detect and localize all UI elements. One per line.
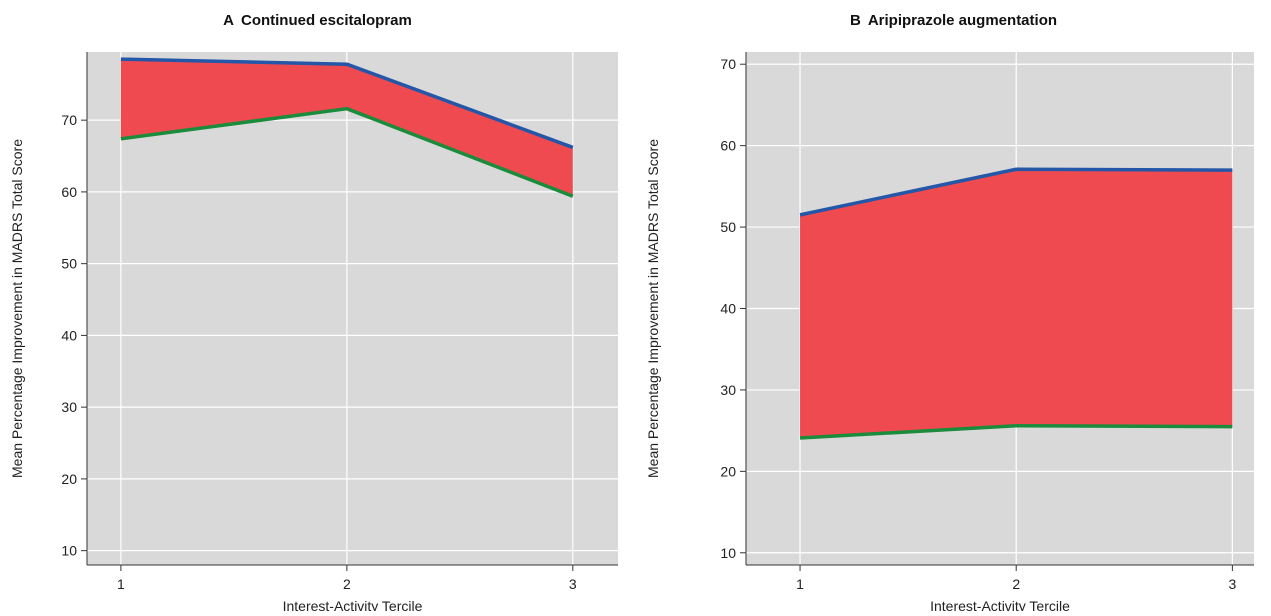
- band-fill: [120, 59, 573, 197]
- chart-area-a: 10 20 30 40 50 60 70 1 2 3 Interest-Activity Terci…: [9, 52, 618, 614]
- x-tick-label: 1: [117, 576, 125, 592]
- panel-a: A Continued escitalopram 10 20 30 40 50 60 70 1 2…: [0, 0, 635, 614]
- chart-area-b: 10 20 30 40 50 60 70 1 2 3 Interest-Activity Terci…: [645, 52, 1254, 614]
- series-line-upper: [799, 167, 1233, 217]
- band-fill: [800, 169, 1233, 438]
- y-tick-label: 10: [720, 545, 736, 561]
- y-tick-label: 30: [720, 382, 736, 398]
- panel-letter: A: [223, 12, 234, 29]
- y-tick-label: 20: [720, 463, 736, 479]
- y-tick-label: 40: [61, 327, 77, 343]
- x-tick-label: 3: [1228, 576, 1236, 592]
- series-line-lower: [799, 424, 1233, 440]
- y-tick-label: 70: [61, 112, 77, 128]
- panel-title: B Aripiprazole augmentation: [636, 12, 1271, 29]
- x-tick-label: 1: [796, 576, 804, 592]
- panel-letter: B: [849, 12, 861, 29]
- panel-title: A Continued escitalopram: [0, 12, 635, 29]
- y-tick-label: 50: [720, 219, 736, 235]
- y-tick-label: 40: [720, 301, 736, 317]
- y-tick-label: 30: [61, 399, 77, 415]
- chart-title: Aripiprazole augmentation: [867, 12, 1058, 29]
- x-axis-label: Interest-Activity Tercile: [930, 598, 1070, 611]
- y-tick-label: 70: [720, 56, 736, 72]
- y-tick-label: 10: [61, 543, 77, 559]
- y-tick-label: 20: [61, 471, 77, 487]
- y-axis-label: Mean Percentage Improvement in MADRS Tot…: [645, 139, 661, 478]
- y-tick-label: 60: [61, 184, 77, 200]
- series-line-lower: [120, 106, 574, 198]
- x-tick-label: 2: [343, 576, 351, 592]
- x-tick-label: 3: [569, 576, 577, 592]
- x-axis-label: Interest-Activity Tercile: [283, 598, 423, 611]
- series-line-upper: [120, 57, 574, 150]
- chart-title: Continued escitalopram: [240, 12, 412, 29]
- x-tick-label: 2: [1012, 576, 1020, 592]
- y-tick-label: 50: [61, 256, 77, 272]
- y-axis-label: Mean Percentage Improvement in MADRS Tot…: [9, 139, 25, 478]
- y-tick-label: 60: [720, 138, 736, 154]
- panel-b: B Aripiprazole augmentation 10 20 30 40 50 60 7…: [636, 0, 1271, 614]
